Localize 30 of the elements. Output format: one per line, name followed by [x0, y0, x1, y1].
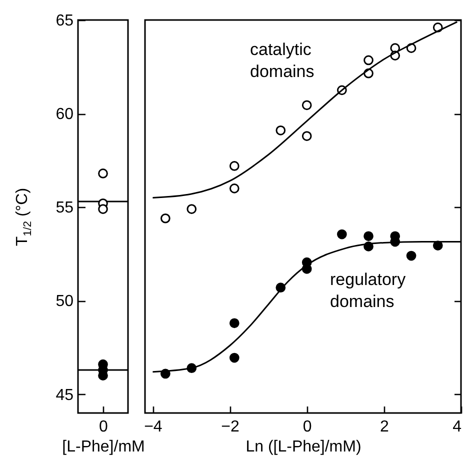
x-tick-label: 0 — [302, 418, 312, 436]
point — [98, 168, 108, 178]
x-tick-label: 2 — [380, 418, 389, 436]
x-tick-label: −2 — [221, 418, 240, 436]
annotation: catalytic domains — [250, 40, 314, 81]
y-tick-label: 65 — [56, 12, 74, 30]
point — [186, 204, 197, 214]
x-axis-title: [L-Phe]/mM — [62, 438, 145, 456]
x-axis-title: Ln ([L-Phe]/mM) — [246, 438, 362, 456]
point — [229, 161, 240, 171]
point — [364, 55, 374, 66]
point — [160, 213, 170, 224]
point — [302, 100, 312, 110]
x-tick-label: 0 — [99, 418, 108, 436]
point — [229, 184, 240, 194]
y-tick-label: 50 — [56, 293, 74, 310]
point — [406, 250, 416, 261]
point — [336, 229, 347, 240]
point — [229, 318, 240, 328]
x-tick-label: −4 — [144, 418, 162, 436]
annotation: regulatory domains — [330, 270, 406, 311]
point — [229, 352, 240, 363]
point — [364, 231, 374, 242]
y-tick-label: 55 — [56, 200, 74, 217]
y-tick-label: 45 — [56, 386, 74, 404]
point — [98, 204, 108, 214]
point — [302, 131, 312, 141]
point — [276, 125, 286, 136]
x-tick-label: 4 — [452, 418, 462, 436]
y-tick-label: 60 — [56, 106, 74, 124]
